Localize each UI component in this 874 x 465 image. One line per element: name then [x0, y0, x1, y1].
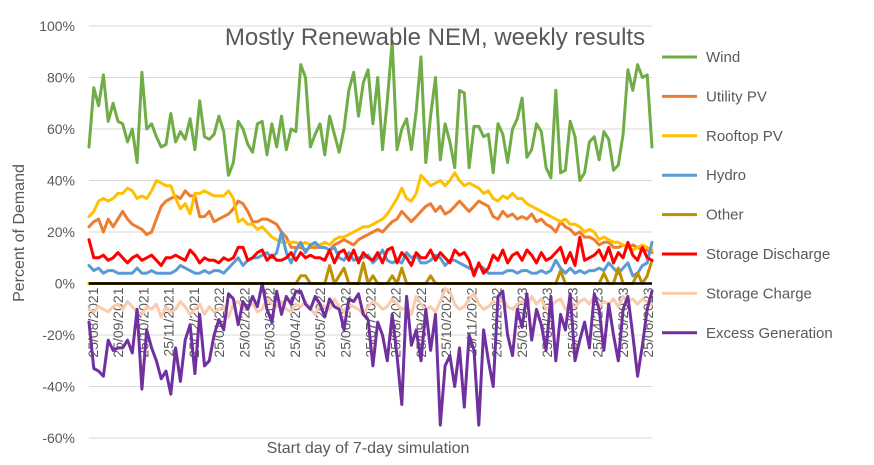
chart-title: Mostly Renewable NEM, weekly results: [225, 24, 645, 51]
series-line-hydro: [87, 230, 654, 278]
legend-label: Storage Charge: [706, 285, 812, 302]
y-tick-label: 60%: [47, 121, 75, 137]
legend: Wind Utility PV Rooftop PV Hydro Other Storag…: [662, 49, 833, 342]
y-tick-label: 20%: [47, 224, 75, 240]
series-line-utility-pv: [87, 189, 654, 255]
y-tick-label: -60%: [42, 430, 75, 446]
legend-label: Other: [706, 207, 744, 224]
y-tick-label: 40%: [47, 173, 75, 189]
y-tick-label: 0%: [55, 276, 75, 292]
legend-label: Excess Generation: [706, 325, 833, 342]
y-tick-label: 100%: [39, 18, 75, 34]
series-line-excess-generation: [87, 282, 654, 427]
legend-label: Storage Discharge: [706, 246, 830, 263]
legend-label: Utility PV: [706, 88, 767, 105]
legend-label: Hydro: [706, 167, 746, 184]
series-line-storage-charge: [87, 287, 654, 319]
legend-label: Rooftop PV: [706, 128, 783, 145]
x-axis-title: Start day of 7-day simulation: [267, 440, 470, 457]
x-tick-label: 25/10/2022: [438, 287, 454, 357]
series-line-wind: [87, 40, 654, 182]
x-tick-label: 25/08/2021: [85, 287, 101, 357]
y-tick-label: 80%: [47, 70, 75, 86]
y-axis-title: Percent of Demand: [11, 164, 28, 302]
y-tick-label: -20%: [42, 327, 75, 343]
series-lines: [87, 40, 654, 427]
x-tick-label: 25/11/2021: [161, 287, 177, 356]
legend-label: Wind: [706, 49, 740, 66]
y-axis-tick-labels: 100% 80% 60% 40% 20% 0% -20% -40% -60%: [39, 18, 75, 446]
series-line-storage-discharge: [87, 235, 654, 278]
y-tick-label: -40%: [42, 379, 75, 395]
series-line-rooftop-pv: [87, 171, 654, 252]
